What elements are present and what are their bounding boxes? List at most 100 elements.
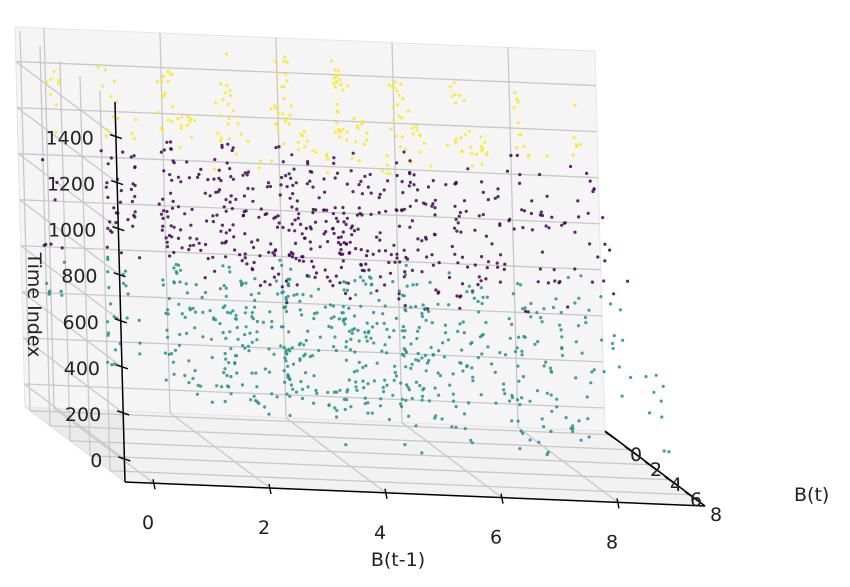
data-point: [49, 92, 53, 96]
data-point: [293, 229, 297, 233]
data-point: [227, 137, 231, 141]
data-point: [425, 361, 430, 365]
data-point: [185, 291, 189, 295]
data-point: [508, 336, 512, 340]
data-point: [229, 347, 233, 351]
data-point: [305, 182, 309, 186]
data-point: [554, 297, 558, 301]
data-point: [336, 73, 340, 77]
data-point: [573, 301, 577, 305]
data-point: [395, 173, 399, 178]
data-point: [300, 313, 304, 317]
data-point: [186, 123, 190, 127]
data-point: [228, 200, 232, 204]
data-point: [433, 386, 437, 390]
data-point: [339, 265, 343, 270]
data-point: [385, 383, 389, 387]
data-point: [394, 316, 398, 320]
data-point: [339, 83, 343, 87]
data-point: [513, 350, 518, 354]
data-point: [188, 244, 192, 248]
y-gridline-floor: [49, 425, 631, 451]
data-point: [589, 381, 593, 385]
data-point: [221, 264, 225, 268]
data-point: [494, 401, 498, 405]
data-point: [338, 78, 342, 82]
data-point: [611, 346, 615, 351]
data-point: [576, 199, 580, 203]
data-point: [263, 405, 267, 409]
data-point: [49, 77, 53, 81]
data-point: [284, 309, 289, 314]
data-point: [479, 393, 483, 397]
data-point: [244, 281, 248, 285]
data-point: [566, 275, 570, 280]
data-point: [659, 399, 663, 403]
data-point: [338, 251, 342, 255]
data-point: [507, 317, 511, 321]
data-point: [535, 311, 539, 315]
data-point: [234, 197, 238, 201]
data-point: [481, 190, 485, 194]
data-point: [661, 384, 665, 388]
data-point: [186, 115, 190, 119]
data-point: [385, 351, 389, 355]
data-point: [433, 233, 437, 237]
data-point: [166, 118, 170, 122]
data-point: [519, 283, 523, 287]
data-point: [359, 179, 363, 183]
x-tick-label: 2: [258, 517, 270, 539]
data-point: [168, 173, 172, 177]
data-point: [180, 312, 184, 316]
data-point: [422, 386, 426, 391]
data-point: [351, 151, 355, 155]
data-point: [226, 142, 230, 146]
data-point: [341, 252, 345, 256]
data-point: [395, 161, 399, 165]
data-point: [59, 289, 63, 293]
data-point: [587, 308, 591, 312]
data-point: [231, 177, 235, 181]
data-point: [177, 302, 181, 306]
data-point: [109, 94, 113, 99]
data-point: [60, 293, 64, 297]
data-point: [387, 417, 391, 422]
data-point: [346, 388, 350, 392]
data-point: [222, 371, 226, 375]
data-point: [339, 235, 343, 239]
data-point: [412, 173, 416, 177]
y-tick-label: 8: [710, 504, 722, 526]
data-point: [399, 381, 403, 385]
data-point: [129, 155, 133, 159]
data-point: [195, 237, 199, 241]
data-point: [547, 226, 551, 230]
data-point: [448, 383, 452, 387]
data-point: [286, 364, 290, 368]
data-point: [210, 400, 214, 404]
data-point: [358, 275, 363, 279]
data-point: [505, 169, 510, 173]
data-point: [224, 198, 228, 202]
data-point: [575, 142, 579, 147]
data-point: [345, 182, 349, 186]
data-point: [400, 116, 404, 120]
data-point: [193, 119, 197, 123]
data-point: [332, 161, 336, 165]
data-point: [426, 185, 431, 189]
y-tick: [664, 476, 679, 487]
data-point: [587, 435, 591, 439]
data-point: [415, 128, 419, 132]
data-point: [259, 207, 263, 211]
data-point: [220, 385, 224, 389]
tick-marks: [109, 133, 699, 509]
data-point: [549, 429, 553, 433]
data-point: [328, 303, 332, 307]
data-point: [352, 229, 357, 233]
data-point: [243, 346, 247, 350]
x-gridline-floor: [401, 422, 503, 499]
data-point: [45, 80, 49, 84]
data-point: [516, 282, 520, 286]
data-point: [126, 218, 130, 222]
data-point: [280, 175, 284, 180]
data-point: [357, 360, 361, 364]
